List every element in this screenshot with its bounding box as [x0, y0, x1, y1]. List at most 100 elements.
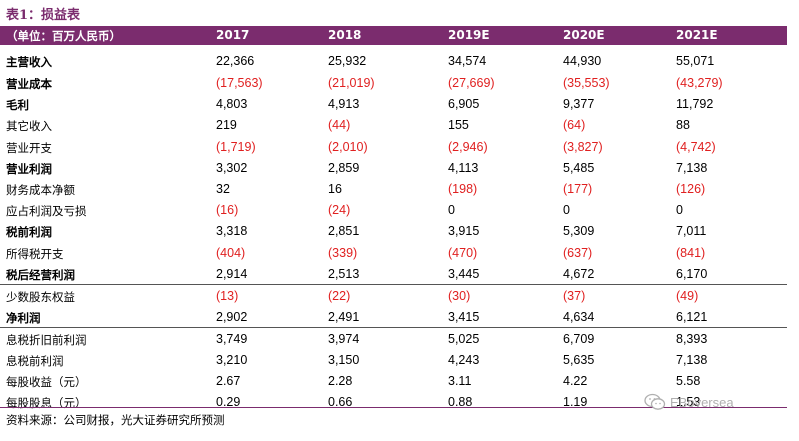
table-row: 主营收入 22,366 25,932 34,574 44,930 55,071	[0, 51, 787, 72]
row-label: 营业利润	[6, 162, 52, 176]
row-value: 4,634	[563, 310, 595, 324]
row-value: 8,393	[676, 332, 708, 346]
table-row: 每股收益（元） 2.67 2.28 3.11 4.22 5.58	[0, 371, 787, 392]
table-row: 净利润 2,902 2,491 3,415 4,634 6,121	[0, 307, 787, 328]
row-value: 5.58	[676, 374, 701, 388]
row-value: 7,011	[676, 224, 707, 238]
row-value: 219	[216, 118, 237, 132]
row-value: (44)	[328, 118, 351, 132]
table-row: 每股股息（元） 0.29 0.66 0.88 1.19 1.53	[0, 392, 787, 413]
row-value: 5,025	[448, 332, 480, 346]
bottom-rule	[0, 407, 787, 408]
row-value: 1.19	[563, 395, 588, 409]
row-label: 其它收入	[6, 119, 52, 133]
row-value: (2,010)	[328, 140, 368, 154]
table-row: 营业利润 3,302 2,859 4,113 5,485 7,138	[0, 158, 787, 179]
year-header-2017: 2017	[216, 28, 250, 42]
table-row: 财务成本净额 32 16 (198) (177) (126)	[0, 179, 787, 200]
year-header-2019e: 2019E	[448, 28, 490, 42]
row-value: 5,635	[563, 353, 595, 367]
table-header: （单位：百万人民币） 2017 2018 2019E 2020E 2021E	[0, 26, 787, 45]
row-value: (43,279)	[676, 76, 723, 90]
source-note: 资料来源：公司财报，光大证券研究所预测	[6, 413, 225, 427]
row-value: 4,243	[448, 353, 480, 367]
row-value: 0	[563, 203, 570, 217]
row-value: 3,150	[328, 353, 360, 367]
row-value: 3.11	[448, 374, 472, 388]
row-value: 155	[448, 118, 469, 132]
row-value: (126)	[676, 182, 706, 196]
table-row: 应占利润及亏损 (16) (24) 0 0 0	[0, 200, 787, 221]
row-value: 4,113	[448, 161, 479, 175]
row-label: 税前利润	[6, 225, 52, 239]
row-value: 0	[676, 203, 683, 217]
table-row: 税后经营利润 2,914 2,513 3,445 4,672 6,170	[0, 264, 787, 285]
row-value: (49)	[676, 289, 699, 303]
row-value: (1,719)	[216, 140, 256, 154]
row-value: 3,915	[448, 224, 480, 238]
row-value: (17,563)	[216, 76, 263, 90]
row-label: 所得税开支	[6, 247, 64, 261]
table-row: 息税折旧前利润 3,749 3,974 5,025 6,709 8,393	[0, 329, 787, 350]
row-value: (16)	[216, 203, 239, 217]
watermark-text: EBoversea	[670, 394, 734, 410]
row-value: (841)	[676, 246, 706, 260]
table-row: 税前利润 3,318 2,851 3,915 5,309 7,011	[0, 221, 787, 242]
row-divider	[0, 327, 787, 328]
row-value: 4,913	[328, 97, 360, 111]
row-value: (470)	[448, 246, 478, 260]
unit-label: （单位：百万人民币）	[6, 29, 121, 43]
row-value: 9,377	[563, 97, 595, 111]
row-label: 每股收益（元）	[6, 375, 87, 389]
row-value: 25,932	[328, 54, 367, 68]
row-value: (35,553)	[563, 76, 610, 90]
row-label: 息税折旧前利润	[6, 333, 87, 347]
row-value: 44,930	[563, 54, 602, 68]
row-value: 2,914	[216, 267, 248, 281]
table-row: 少数股东权益 (13) (22) (30) (37) (49)	[0, 286, 787, 307]
row-value: 6,170	[676, 267, 708, 281]
year-header-2021e: 2021E	[676, 28, 718, 42]
row-value: (24)	[328, 203, 351, 217]
row-value: (21,019)	[328, 76, 375, 90]
row-value: 2.28	[328, 374, 353, 388]
row-value: (2,946)	[448, 140, 488, 154]
row-value: 6,905	[448, 97, 480, 111]
row-value: 3,210	[216, 353, 248, 367]
row-value: 88	[676, 118, 690, 132]
row-value: 7,138	[676, 353, 708, 367]
row-value: 55,071	[676, 54, 715, 68]
row-value: (404)	[216, 246, 246, 260]
watermark: EBoversea	[644, 393, 734, 411]
row-value: 5,485	[563, 161, 595, 175]
row-value: (37)	[563, 289, 586, 303]
table-row: 毛利 4,803 4,913 6,905 9,377 11,792	[0, 94, 787, 115]
row-value: 0.66	[328, 395, 353, 409]
row-value: (30)	[448, 289, 471, 303]
row-value: 3,302	[216, 161, 248, 175]
row-value: 4,672	[563, 267, 595, 281]
row-value: 3,749	[216, 332, 248, 346]
row-value: 34,574	[448, 54, 487, 68]
row-value: (27,669)	[448, 76, 495, 90]
row-value: (64)	[563, 118, 586, 132]
row-value: 2.67	[216, 374, 241, 388]
row-value: 0.88	[448, 395, 473, 409]
row-value: 11,792	[676, 97, 714, 111]
row-label: 营业开支	[6, 141, 52, 155]
year-header-2020e: 2020E	[563, 28, 605, 42]
row-value: 3,974	[328, 332, 360, 346]
row-value: 3,415	[448, 310, 480, 324]
row-value: (4,742)	[676, 140, 716, 154]
row-label: 税后经营利润	[6, 268, 75, 282]
row-label: 营业成本	[6, 77, 52, 91]
row-value: 6,709	[563, 332, 595, 346]
table-title: 表1：损益表	[6, 8, 81, 23]
row-divider	[0, 284, 787, 285]
row-value: 2,902	[216, 310, 248, 324]
row-value: (13)	[216, 289, 239, 303]
row-value: 5,309	[563, 224, 595, 238]
row-value: 0	[448, 203, 455, 217]
wechat-icon	[644, 393, 666, 410]
